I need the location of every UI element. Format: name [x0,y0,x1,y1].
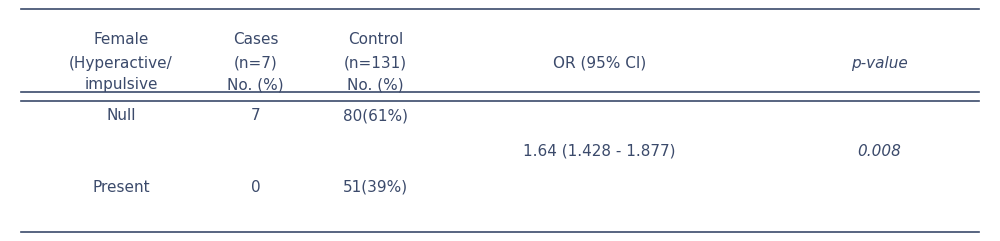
Text: No. (%): No. (%) [227,77,284,92]
Text: p-value: p-value [851,56,907,71]
Text: (Hyperactive/: (Hyperactive/ [69,56,173,71]
Text: Null: Null [106,108,136,123]
Text: impulsive: impulsive [84,77,158,92]
Text: OR (95% CI): OR (95% CI) [553,56,646,71]
Text: 0: 0 [251,180,260,195]
Text: (n=7): (n=7) [234,56,278,71]
Text: 80(61%): 80(61%) [343,108,408,123]
Text: 7: 7 [251,108,260,123]
Text: Cases: Cases [233,32,278,47]
Text: (n=131): (n=131) [344,56,407,71]
Text: Control: Control [348,32,403,47]
Text: Female: Female [93,32,149,47]
Text: 0.008: 0.008 [857,144,901,159]
Text: 51(39%): 51(39%) [343,180,408,195]
Text: 1.64 (1.428 - 1.877): 1.64 (1.428 - 1.877) [523,144,676,159]
Text: Present: Present [92,180,150,195]
Text: No. (%): No. (%) [347,77,404,92]
